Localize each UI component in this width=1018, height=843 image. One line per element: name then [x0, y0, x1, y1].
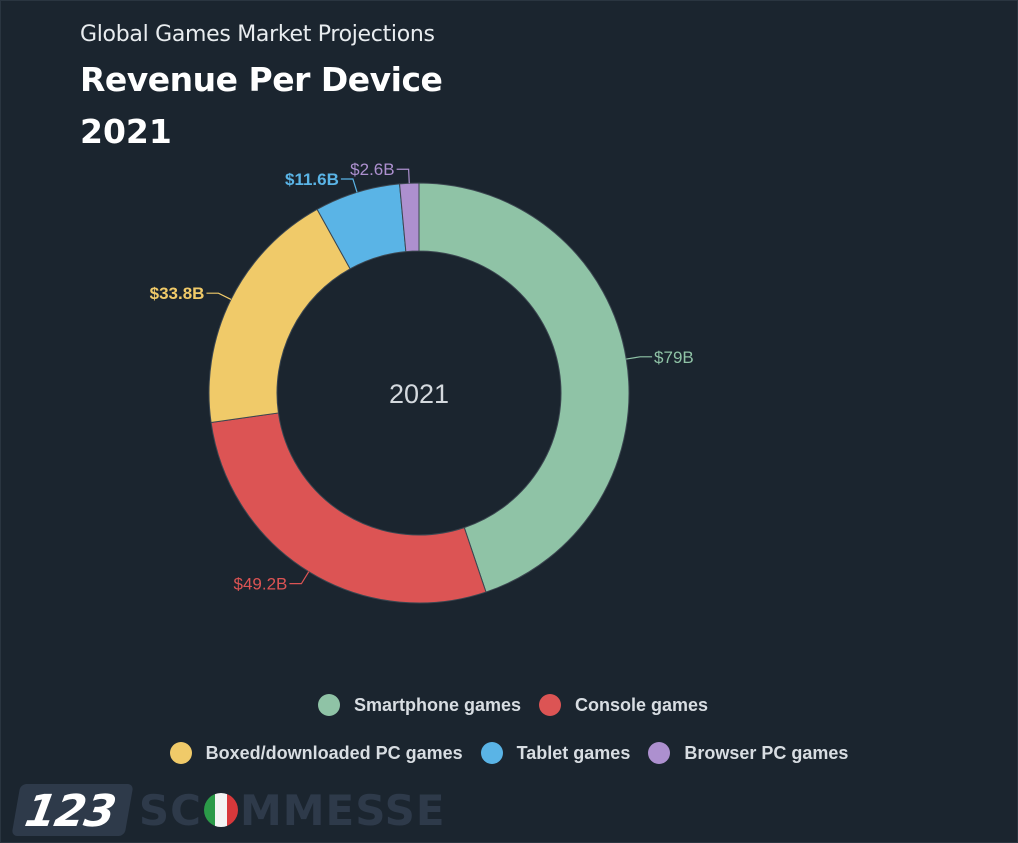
legend-swatch [648, 742, 671, 764]
logo-text-start: SC [138, 785, 202, 835]
legend-row-2: Boxed/downloaded PC games Tablet games B… [0, 742, 1018, 764]
logo-wordmark: SC MMESSE [139, 786, 446, 835]
data-label-console: $49.2B [234, 575, 288, 594]
italy-flag-icon [203, 793, 238, 827]
legend-label: Console games [575, 694, 709, 715]
legend-swatch [539, 694, 561, 716]
brand-logo: 123 SC MMESSE [11, 784, 446, 837]
data-label-boxed-pc: $33.8B [150, 284, 205, 303]
donut-slices [208, 182, 630, 604]
legend-item-tablet[interactable]: Tablet games [480, 742, 631, 764]
slice-boxed-pc[interactable] [208, 208, 351, 424]
legend-item-boxed-pc[interactable]: Boxed/downloaded PC games [169, 742, 463, 764]
slice-smartphone[interactable] [418, 182, 630, 593]
leader-line-console [289, 571, 310, 585]
leader-line-boxed-pc [206, 292, 232, 300]
legend-label: Smartphone games [353, 694, 521, 715]
legend-swatch [317, 694, 340, 716]
chart-year: 2021 [80, 112, 172, 151]
slice-console[interactable] [210, 412, 487, 604]
legend-swatch [480, 742, 503, 764]
legend-swatch [169, 742, 192, 764]
label-leaders [206, 168, 653, 585]
legend-label: Tablet games [516, 742, 631, 763]
legend-item-console[interactable]: Console games [539, 694, 708, 716]
logo-text-end: MMESSE [239, 785, 446, 835]
logo-badge: 123 [11, 784, 134, 837]
legend-label: Boxed/downloaded PC games [205, 742, 463, 763]
legend-item-smartphone[interactable]: Smartphone games [317, 694, 521, 716]
data-label-browser-pc: $2.6B [350, 160, 394, 179]
chart-title: Revenue Per Device [80, 60, 443, 99]
data-labels: $79B $49.2B $33.8B $11.6B $2.6B [150, 160, 694, 593]
chart-subtitle: Global Games Market Projections [80, 22, 435, 47]
slice-browser-pc[interactable] [399, 182, 420, 253]
logo-number: 123 [21, 785, 120, 837]
data-label-smartphone: $79B [654, 348, 694, 367]
leader-line-smartphone [626, 356, 653, 360]
legend-label: Browser PC games [684, 742, 849, 763]
leader-line-browser-pc [396, 168, 410, 184]
leader-line-tablet [340, 178, 358, 193]
legend-item-browser-pc[interactable]: Browser PC games [648, 742, 848, 764]
data-label-tablet: $11.6B [285, 170, 339, 189]
center-label: 2021 [389, 379, 449, 409]
legend-row-1: Smartphone games Console games [0, 694, 1018, 716]
